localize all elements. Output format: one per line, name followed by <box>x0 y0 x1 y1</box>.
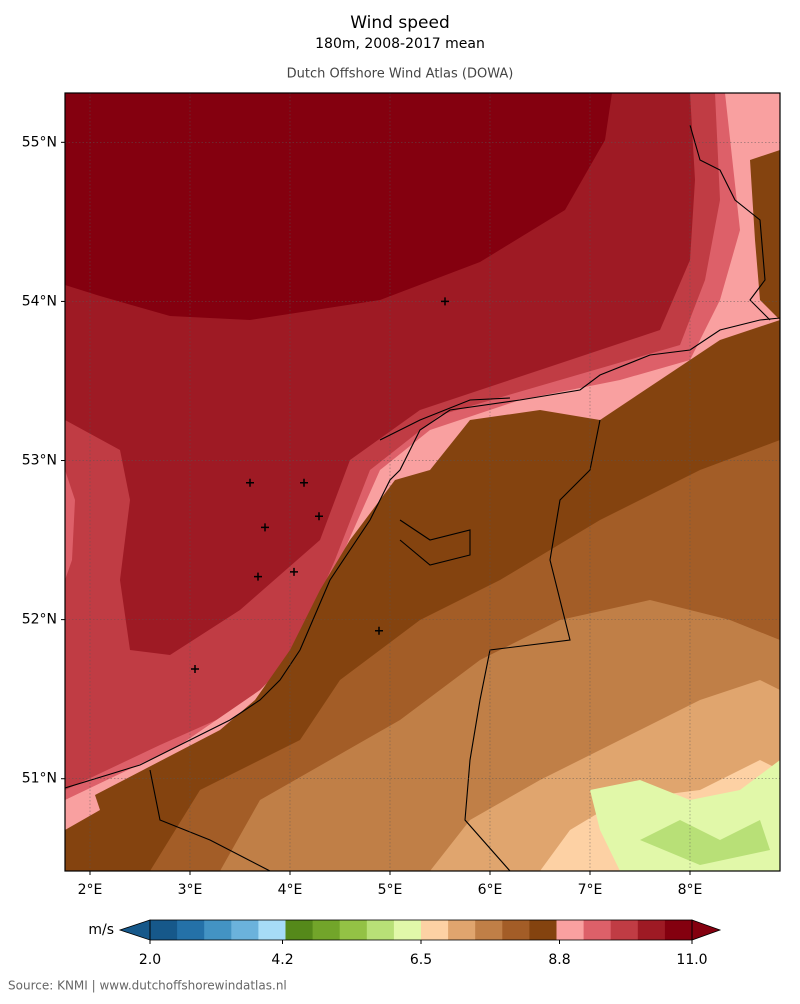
y-tick-label: 51°N <box>22 771 57 787</box>
title: Wind speed <box>350 13 450 33</box>
site-marker <box>375 626 383 635</box>
footer: Source: KNMI | www.dutchoffshorewindatla… <box>8 979 287 993</box>
colorbar-extend <box>118 919 151 941</box>
colorbar-segment <box>556 920 585 940</box>
colorbar-segment <box>258 920 286 940</box>
colorbar-tick-label: 11.0 <box>676 952 707 968</box>
colorbar-segment <box>664 920 693 940</box>
border <box>149 769 271 871</box>
colorbar: m/s 2.0 4.2 6.5 8.8 11.0 <box>88 919 722 968</box>
x-tick-label: 2°E <box>78 882 103 898</box>
colorbar-extend <box>691 919 722 941</box>
land-zone <box>640 820 770 865</box>
colorbar-segment <box>366 920 395 940</box>
subtitle: 180m, 2008-2017 mean <box>315 36 485 52</box>
colorbar-segment <box>231 920 259 940</box>
colorbar-segment <box>529 920 557 940</box>
colorbar-segment <box>150 920 178 940</box>
colorbar-tick-label: 2.0 <box>139 952 161 968</box>
x-tick-label: 3°E <box>178 882 203 898</box>
colorbar-segment <box>312 920 341 940</box>
site-markers <box>191 297 449 673</box>
x-tick-label: 4°E <box>278 882 303 898</box>
site-marker <box>191 664 199 673</box>
x-tick-label: 7°E <box>578 882 603 898</box>
site-marker <box>246 478 254 487</box>
colorbar-tick-label: 4.2 <box>271 952 293 968</box>
coastline <box>689 124 771 321</box>
source-title: Dutch Offshore Wind Atlas (DOWA) <box>287 67 514 82</box>
colorbar-segment <box>502 920 530 940</box>
field-zone <box>65 93 612 320</box>
colorbar-segment <box>448 920 476 940</box>
colorbar-unit: m/s <box>88 922 114 938</box>
graticule: 2°E 3°E 4°E 5°E 6°E 7°E 8°E 51°N 52°N 53°N 54°N 55°… <box>22 93 780 898</box>
coastline <box>65 317 780 789</box>
colorbar-segment <box>583 920 612 940</box>
field-zone <box>65 470 75 580</box>
site-marker <box>254 572 262 581</box>
site-marker <box>300 478 308 487</box>
colorbar-segment <box>421 920 449 940</box>
coastline <box>399 519 471 566</box>
colorbar-segment <box>177 920 205 940</box>
map-field <box>65 93 780 871</box>
y-tick-label: 55°N <box>22 134 57 150</box>
colorbar-segment <box>637 920 666 940</box>
colorbar-tick-label: 6.5 <box>410 952 432 968</box>
x-tick-label: 5°E <box>378 882 403 898</box>
site-marker <box>315 512 323 521</box>
x-tick-label: 8°E <box>678 882 703 898</box>
site-marker <box>261 523 269 532</box>
colorbar-segment <box>393 920 422 940</box>
colorbar-segment <box>285 920 314 940</box>
y-tick-label: 52°N <box>22 612 57 628</box>
colorbar-segment <box>339 920 368 940</box>
colorbar-segment <box>204 920 232 940</box>
colorbar-segment <box>610 920 639 940</box>
y-tick-label: 53°N <box>22 453 57 469</box>
colorbar-segment <box>475 920 503 940</box>
y-tick-label: 54°N <box>22 293 57 309</box>
site-marker <box>441 297 449 306</box>
colorbar-tick-label: 8.8 <box>548 952 570 968</box>
land-zone <box>750 150 780 320</box>
map-frame <box>64 92 781 872</box>
x-tick-label: 6°E <box>478 882 503 898</box>
border <box>464 419 601 871</box>
site-marker <box>290 567 298 576</box>
